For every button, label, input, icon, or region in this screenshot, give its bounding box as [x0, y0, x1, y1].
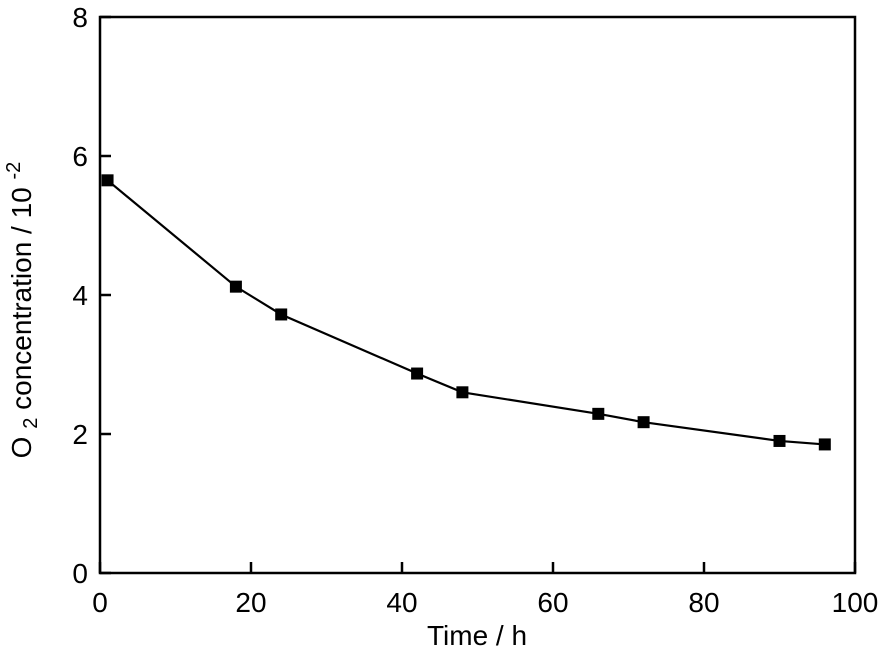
x-axis-tick-label: 20 [235, 587, 266, 618]
x-axis-tick-label: 40 [386, 587, 417, 618]
y-axis-tick-label: 2 [72, 419, 88, 450]
x-axis-tick-label: 60 [537, 587, 568, 618]
data-point-marker [456, 386, 469, 399]
plot-frame [98, 15, 857, 575]
y-axis-tick-label: 8 [72, 2, 88, 33]
x-axis-title: Time / h [427, 620, 527, 651]
y-axis-title-mid: concentration / 10 [6, 187, 37, 410]
data-point-marker [592, 407, 605, 420]
y-axis-tick-label: 4 [72, 280, 88, 311]
x-axis-tick-label: 80 [688, 587, 719, 618]
data-point-marker [411, 367, 424, 380]
y-axis-title-subscript: 2 [20, 418, 42, 429]
data-point-marker [229, 280, 242, 293]
x-axis-tick-label: 0 [92, 587, 108, 618]
data-markers [101, 174, 831, 451]
y-axis-tick-labels: 0 2 4 6 8 [72, 2, 88, 589]
data-point-marker [275, 308, 288, 321]
data-line [106, 179, 825, 446]
y-axis-title-superscript: -2 [3, 162, 25, 180]
data-point-marker [818, 438, 831, 451]
data-point-marker [773, 434, 786, 447]
y-axis-title-base: O [6, 437, 37, 459]
x-axis-tick-label: 100 [832, 587, 879, 618]
y-axis-title: O 2 concentration / 10 -2 [3, 162, 43, 459]
data-point-marker [101, 174, 114, 187]
y-axis-ticks [100, 15, 111, 575]
x-axis-tick-labels: 0 20 40 60 80 100 [92, 587, 878, 618]
x-axis-ticks [98, 562, 857, 573]
y-axis-tick-label: 6 [72, 141, 88, 172]
data-point-marker [637, 416, 650, 429]
y-axis-tick-label: 0 [72, 558, 88, 589]
